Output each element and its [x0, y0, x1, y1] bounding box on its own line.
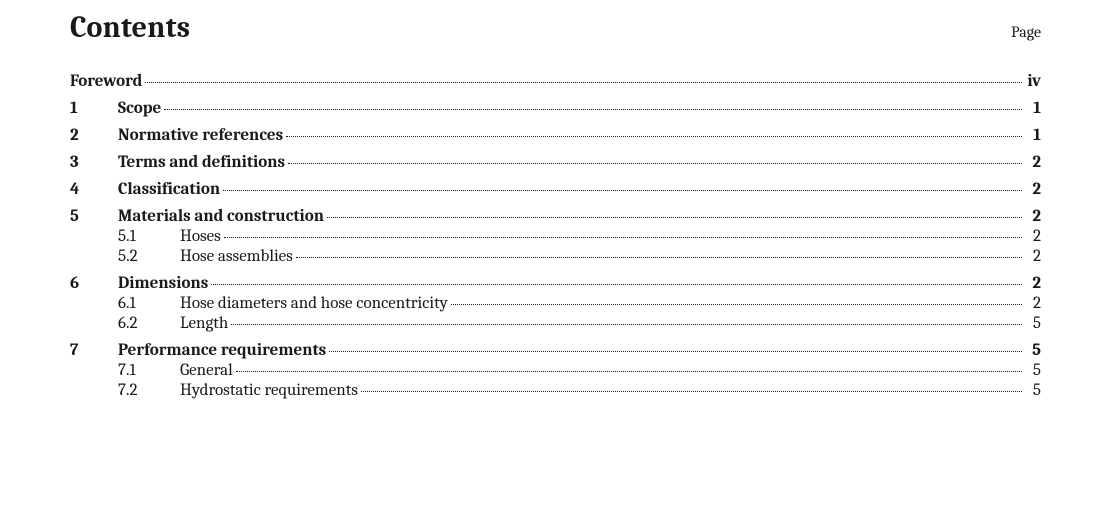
toc-page-number: 2: [1023, 181, 1041, 198]
dot-leader: [288, 163, 1022, 164]
dot-leader: [296, 257, 1022, 258]
toc-section-title: Performance requirements: [118, 342, 326, 359]
toc-row: 6.2Length 5: [70, 315, 1041, 332]
contents-heading: Contents: [70, 10, 190, 45]
toc-section-title: Classification: [118, 181, 220, 198]
toc-section-number: 6: [70, 275, 118, 292]
dot-leader: [361, 391, 1022, 392]
toc-page-number: 2: [1023, 154, 1041, 171]
toc-section-number: 5: [70, 208, 118, 225]
dot-leader: [224, 237, 1022, 238]
toc-subsection-number: 5.2: [118, 248, 180, 265]
dot-leader: [451, 304, 1022, 305]
toc-row: 7.1General 5: [70, 362, 1041, 379]
toc-page-number: iv: [1023, 73, 1041, 90]
toc-page-number: 2: [1023, 275, 1041, 292]
toc-subsection-title: Hose diameters and hose concentricity: [180, 295, 448, 312]
toc-section-number: 3: [70, 154, 118, 171]
dot-leader: [327, 217, 1022, 218]
toc-page-number: 1: [1023, 127, 1041, 144]
header-row: Contents Page: [70, 10, 1041, 45]
toc-page-number: 2: [1023, 228, 1041, 245]
contents-page: Contents Page Forewordiv1Scope12Normativ…: [0, 0, 1107, 399]
toc-page-number: 5: [1023, 315, 1041, 332]
toc-subsection-title: Hose assemblies: [180, 248, 293, 265]
toc-row: Foreword iv: [70, 73, 1041, 90]
toc-subsection-number: 7.1: [118, 362, 180, 379]
toc-page-number: 2: [1023, 208, 1041, 225]
dot-leader: [329, 351, 1022, 352]
toc-page-number: 5: [1023, 382, 1041, 399]
toc-section-number: 7: [70, 342, 118, 359]
toc-subsection-number: 5.1: [118, 228, 180, 245]
toc-page-number: 5: [1023, 342, 1041, 359]
toc-subsection-title: Hoses: [180, 228, 221, 245]
toc-subsection-number: 6.2: [118, 315, 180, 332]
toc-row: 6.1Hose diameters and hose concentricity…: [70, 295, 1041, 312]
toc-row: 4Classification 2: [70, 181, 1041, 198]
toc-page-number: 2: [1023, 248, 1041, 265]
toc-row: 5.2Hose assemblies 2: [70, 248, 1041, 265]
toc-section-title: Scope: [118, 100, 161, 117]
toc-section-title: Terms and definitions: [118, 154, 285, 171]
toc-subsection-title: Hydrostatic requirements: [180, 382, 358, 399]
toc-row: 5.1Hoses 2: [70, 228, 1041, 245]
page-column-label: Page: [1011, 23, 1041, 41]
toc-page-number: 5: [1023, 362, 1041, 379]
toc-subsection-number: 6.1: [118, 295, 180, 312]
toc-section-title: Materials and construction: [118, 208, 324, 225]
toc-row: 7.2Hydrostatic requirements 5: [70, 382, 1041, 399]
dot-leader: [211, 284, 1022, 285]
toc-row: 7Performance requirements 5: [70, 342, 1041, 359]
toc-section-number: 2: [70, 127, 118, 144]
toc-subsection-title: General: [180, 362, 233, 379]
toc-page-number: 1: [1023, 100, 1041, 117]
toc-row: 5Materials and construction 2: [70, 208, 1041, 225]
toc-row: 2Normative references 1: [70, 127, 1041, 144]
toc-section-title: Dimensions: [118, 275, 208, 292]
dot-leader: [231, 324, 1022, 325]
toc-section-title: Normative references: [118, 127, 283, 144]
toc-section-number: 4: [70, 181, 118, 198]
dot-leader: [164, 109, 1022, 110]
toc-row: 3Terms and definitions 2: [70, 154, 1041, 171]
dot-leader: [236, 371, 1022, 372]
toc-row: 1Scope1: [70, 100, 1041, 117]
toc-row: 6Dimensions 2: [70, 275, 1041, 292]
toc-section-title: Foreword: [70, 73, 142, 90]
dot-leader: [145, 82, 1022, 83]
table-of-contents: Forewordiv1Scope12Normative references13…: [70, 73, 1041, 399]
toc-subsection-title: Length: [180, 315, 228, 332]
toc-page-number: 2: [1023, 295, 1041, 312]
toc-section-number: 1: [70, 100, 118, 117]
toc-subsection-number: 7.2: [118, 382, 180, 399]
dot-leader: [223, 190, 1022, 191]
dot-leader: [286, 136, 1022, 137]
